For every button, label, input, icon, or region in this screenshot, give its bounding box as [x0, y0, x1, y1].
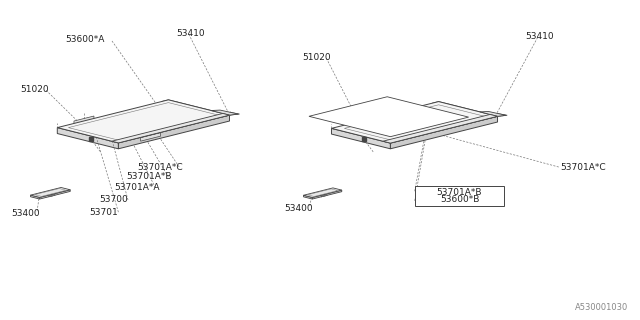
Polygon shape: [303, 195, 312, 199]
Polygon shape: [332, 101, 497, 143]
Polygon shape: [387, 124, 408, 132]
Text: 53701A*C: 53701A*C: [561, 163, 606, 172]
Polygon shape: [321, 195, 327, 197]
Polygon shape: [383, 115, 497, 143]
Polygon shape: [31, 195, 40, 199]
Text: 53400: 53400: [12, 209, 40, 218]
Polygon shape: [222, 113, 239, 115]
Polygon shape: [108, 124, 127, 133]
Polygon shape: [490, 114, 507, 116]
Text: 51020: 51020: [302, 53, 331, 62]
Polygon shape: [31, 188, 70, 197]
Text: 53600*A: 53600*A: [65, 36, 105, 44]
Polygon shape: [40, 190, 70, 199]
Bar: [415, 186, 504, 206]
Text: 53400: 53400: [284, 204, 313, 213]
Polygon shape: [91, 120, 111, 129]
Polygon shape: [112, 114, 230, 143]
Polygon shape: [480, 111, 506, 116]
Text: 53701A*C: 53701A*C: [138, 163, 183, 172]
Text: 53701A*B: 53701A*B: [127, 172, 172, 181]
Polygon shape: [432, 101, 497, 118]
Text: 53701A*A: 53701A*A: [114, 183, 159, 192]
Polygon shape: [141, 133, 161, 141]
Polygon shape: [303, 188, 342, 197]
Polygon shape: [390, 116, 497, 149]
Text: 53701A*B: 53701A*B: [436, 188, 483, 197]
Polygon shape: [118, 115, 230, 149]
Polygon shape: [162, 100, 230, 117]
Text: 51020: 51020: [20, 85, 49, 94]
Polygon shape: [211, 110, 238, 115]
Polygon shape: [408, 129, 430, 138]
Text: 53410: 53410: [525, 32, 554, 41]
Polygon shape: [309, 97, 468, 137]
Text: 53600*B: 53600*B: [440, 195, 479, 204]
Polygon shape: [49, 195, 55, 197]
Polygon shape: [312, 190, 342, 199]
Polygon shape: [74, 116, 94, 124]
Polygon shape: [58, 128, 118, 149]
Polygon shape: [332, 128, 390, 149]
Text: 53701: 53701: [90, 208, 118, 217]
Text: 53700: 53700: [99, 196, 128, 204]
Polygon shape: [124, 129, 144, 137]
Text: A530001030: A530001030: [575, 303, 628, 312]
Polygon shape: [58, 100, 230, 143]
Text: 53410: 53410: [176, 29, 205, 38]
